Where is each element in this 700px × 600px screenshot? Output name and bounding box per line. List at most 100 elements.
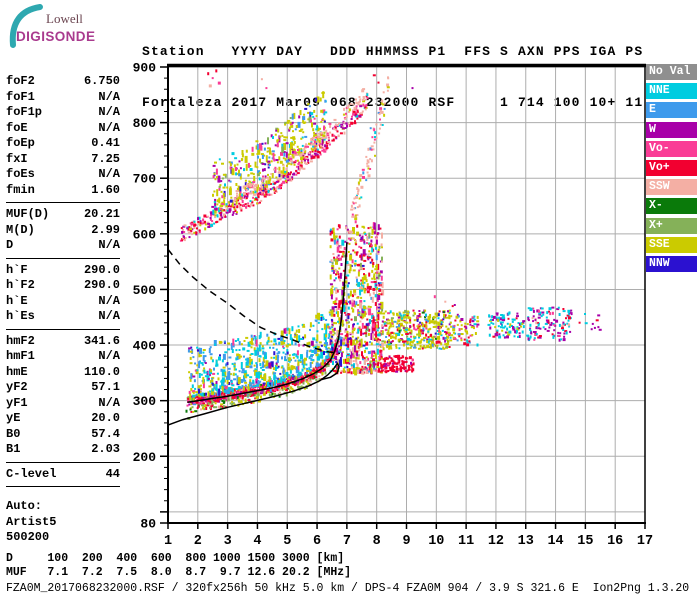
legend-item-x+: X+ (646, 217, 697, 234)
param-label: B1 (6, 442, 21, 456)
param-row: MUF(D) 20.21 (6, 207, 120, 223)
legend-item-nne: NNE (646, 83, 697, 100)
svg-text:10: 10 (428, 534, 444, 549)
svg-text:900: 900 (133, 61, 157, 76)
param-label: foF1p (6, 105, 43, 119)
param-label: foF1 (6, 89, 35, 104)
svg-text:3: 3 (224, 534, 232, 549)
svg-text:300: 300 (133, 394, 157, 409)
auto-line: Auto: (6, 499, 43, 513)
param-label: h`F (6, 262, 28, 277)
param-label: h`E (6, 293, 28, 308)
param-value: 341.6 (83, 333, 120, 348)
model-curves (167, 242, 348, 426)
param-label: fmin (6, 182, 35, 197)
param-value: N/A (98, 395, 120, 410)
param-label: hmF1 (6, 349, 35, 363)
file-info-row: FZA0M_2017068232000.RSF / 320fx256h 50 k… (6, 582, 690, 595)
param-value: N/A (98, 349, 120, 363)
logo-swoosh (9, 4, 43, 48)
param-value: 110.0 (83, 364, 120, 379)
param-value: 2.03 (91, 442, 120, 456)
svg-text:12: 12 (488, 534, 504, 549)
param-value: 0.41 (91, 136, 120, 150)
plot-frame (167, 63, 646, 524)
param-row: yF2 57.1 (6, 380, 120, 396)
svg-text:14: 14 (547, 534, 563, 549)
param-row: h`Es N/A (6, 309, 120, 325)
param-value: 57.4 (91, 426, 120, 441)
param-value: N/A (98, 167, 120, 181)
param-row: foE N/A (6, 121, 120, 137)
param-row: hmF2 341.6 (6, 334, 120, 350)
param-row: foEs N/A (6, 167, 120, 183)
axis-tick-labels: 1 2 3 4 5 6 7 8 9 10 11 12 13 14 15 16 17900800700600500… (133, 61, 654, 550)
param-label: yF2 (6, 380, 28, 394)
param-row: yE 20.0 (6, 411, 120, 427)
param-value: 57.1 (91, 380, 120, 394)
param-value: 20.21 (83, 207, 120, 221)
param-label: foEs (6, 167, 35, 181)
svg-text:17: 17 (637, 534, 653, 549)
svg-text:4: 4 (253, 534, 261, 549)
param-label: yE (6, 411, 21, 425)
param-separator (6, 486, 120, 487)
legend-item-w: W (646, 121, 697, 138)
param-separator (6, 202, 120, 203)
logo-bottom-text: DIGISONDE (16, 29, 95, 44)
param-row: fmin 1.60 (6, 183, 120, 199)
param-label: hmF2 (6, 333, 35, 348)
header-block: Station YYYY DAY DDD HHMMSS P1 FFS S AXN… (142, 9, 643, 145)
header-line-1: Station YYYY DAY DDD HHMMSS P1 FFS S AXN… (142, 44, 644, 59)
auto-line: Artist5 (6, 514, 57, 529)
distance-row: D 100 200 400 600 800 1000 1500 3000 [km… (6, 552, 345, 565)
svg-text:600: 600 (133, 227, 157, 242)
param-value: N/A (98, 89, 120, 104)
param-value: 6.750 (83, 74, 120, 88)
param-row: D N/A (6, 238, 120, 254)
param-row: hmE 110.0 (6, 365, 120, 381)
param-label: h`F2 (6, 278, 35, 292)
param-value: 290.0 (83, 278, 120, 292)
svg-text:6: 6 (313, 534, 321, 549)
legend-item-ssw: SSW (646, 179, 697, 196)
param-label: foEp (6, 136, 35, 150)
param-row: B1 2.03 (6, 442, 120, 458)
svg-text:2: 2 (194, 534, 202, 549)
svg-text:5: 5 (283, 534, 291, 549)
param-label: C-level (6, 466, 57, 481)
param-separator (6, 257, 120, 259)
param-value: N/A (98, 293, 120, 308)
param-label: MUF(D) (6, 207, 50, 221)
legend-item-e: E (646, 102, 697, 119)
param-label: B0 (6, 426, 21, 441)
param-value: 2.99 (91, 222, 120, 237)
param-label: foF2 (6, 74, 35, 88)
param-value: N/A (98, 120, 120, 135)
svg-text:7: 7 (343, 534, 351, 549)
echo-direction-legend: No Val NNE E W Vo- Vo+ SSW X- X+ SSE NNW (646, 64, 697, 275)
param-row: C-level 44 (6, 467, 120, 483)
svg-text:15: 15 (577, 534, 593, 549)
svg-text:13: 13 (518, 534, 534, 549)
parameter-panel: foF2 6.750 foF1 N/A foF1p N/A foE N/A foEp 0.41 fx… (6, 74, 120, 546)
param-value: 7.25 (91, 151, 120, 166)
param-label: yF1 (6, 395, 28, 410)
svg-text:16: 16 (607, 534, 623, 549)
svg-text:80: 80 (140, 517, 156, 532)
param-label: h`Es (6, 309, 35, 323)
logo-top-text: Lowell (46, 11, 83, 26)
param-row: fxI 7.25 (6, 152, 120, 168)
param-row: M(D) 2.99 (6, 223, 120, 239)
echo-points (179, 69, 602, 420)
param-value: N/A (98, 309, 120, 323)
param-label: hmE (6, 364, 28, 379)
svg-text:9: 9 (402, 534, 410, 549)
param-value: 44 (105, 466, 120, 481)
transmission-curve-dashed (167, 248, 341, 355)
axis-ticks (160, 66, 646, 529)
svg-text:11: 11 (458, 534, 474, 549)
svg-text:500: 500 (133, 283, 157, 298)
param-row: yF1 N/A (6, 396, 120, 412)
